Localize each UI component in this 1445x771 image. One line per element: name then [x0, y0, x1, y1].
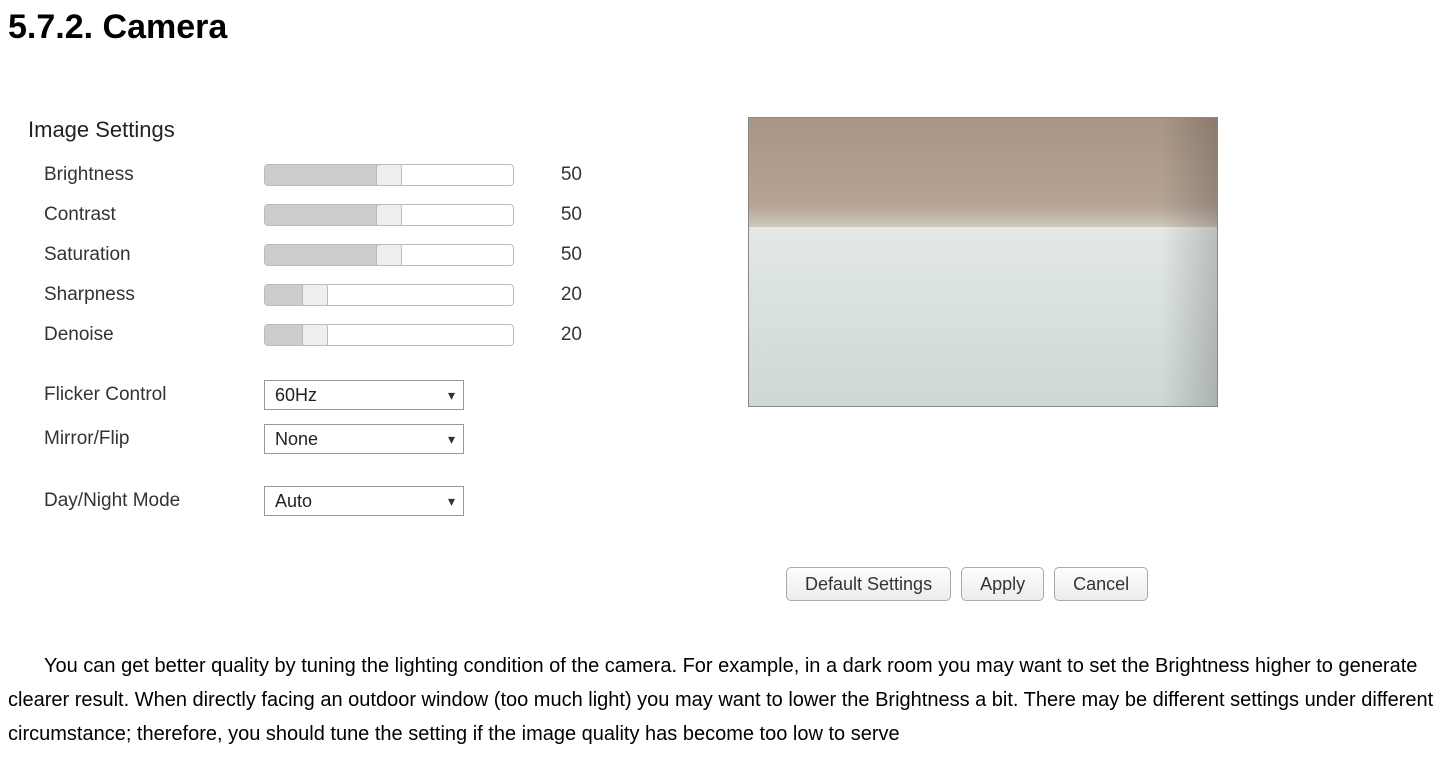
chevron-down-icon: ▾ [448, 493, 455, 510]
denoise-slider-row: Denoise 20 [28, 315, 628, 355]
denoise-label: Denoise [44, 324, 264, 346]
camera-preview [748, 117, 1218, 407]
saturation-slider-row: Saturation 50 [28, 235, 628, 275]
denoise-value: 20 [522, 324, 582, 346]
description-paragraph: You can get better quality by tuning the… [0, 649, 1445, 751]
slider-fill [265, 205, 389, 225]
daynight-label: Day/Night Mode [44, 490, 264, 512]
slider-thumb[interactable] [302, 284, 328, 306]
denoise-slider[interactable] [264, 324, 514, 346]
slider-thumb[interactable] [376, 244, 402, 266]
slider-fill [265, 245, 389, 265]
image-settings-panel: Image Settings Brightness 50 Contrast 50 [28, 117, 628, 523]
apply-button[interactable]: Apply [961, 567, 1044, 601]
saturation-label: Saturation [44, 244, 264, 266]
brightness-label: Brightness [44, 164, 264, 186]
slider-thumb[interactable] [376, 204, 402, 226]
saturation-slider[interactable] [264, 244, 514, 266]
brightness-slider-row: Brightness 50 [28, 155, 628, 195]
mirror-row: Mirror/Flip None ▾ [28, 417, 628, 461]
action-buttons: Default Settings Apply Cancel [786, 567, 1445, 601]
mirror-label: Mirror/Flip [44, 428, 264, 450]
contrast-slider[interactable] [264, 204, 514, 226]
default-settings-button[interactable]: Default Settings [786, 567, 951, 601]
contrast-label: Contrast [44, 204, 264, 226]
flicker-row: Flicker Control 60Hz ▾ [28, 373, 628, 417]
saturation-value: 50 [522, 244, 582, 266]
slider-thumb[interactable] [376, 164, 402, 186]
brightness-value: 50 [522, 164, 582, 186]
section-heading: 5.7.2. Camera [8, 8, 1445, 47]
sharpness-value: 20 [522, 284, 582, 306]
preview-region-mid [749, 227, 1217, 250]
daynight-select[interactable]: Auto ▾ [264, 486, 464, 516]
description-text: You can get better quality by tuning the… [8, 655, 1433, 745]
flicker-select[interactable]: 60Hz ▾ [264, 380, 464, 410]
brightness-slider[interactable] [264, 164, 514, 186]
contrast-value: 50 [522, 204, 582, 226]
flicker-value: 60Hz [275, 385, 317, 406]
daynight-value: Auto [275, 491, 312, 512]
panel-title: Image Settings [28, 117, 628, 143]
preview-region-top [749, 118, 1217, 227]
preview-shadow [1161, 118, 1217, 406]
chevron-down-icon: ▾ [448, 431, 455, 448]
preview-region-bottom [749, 250, 1217, 406]
chevron-down-icon: ▾ [448, 387, 455, 404]
contrast-slider-row: Contrast 50 [28, 195, 628, 235]
sharpness-slider-row: Sharpness 20 [28, 275, 628, 315]
slider-thumb[interactable] [302, 324, 328, 346]
cancel-button[interactable]: Cancel [1054, 567, 1148, 601]
sharpness-label: Sharpness [44, 284, 264, 306]
flicker-label: Flicker Control [44, 384, 264, 406]
mirror-value: None [275, 429, 318, 450]
daynight-row: Day/Night Mode Auto ▾ [28, 479, 628, 523]
slider-fill [265, 165, 389, 185]
mirror-select[interactable]: None ▾ [264, 424, 464, 454]
sharpness-slider[interactable] [264, 284, 514, 306]
